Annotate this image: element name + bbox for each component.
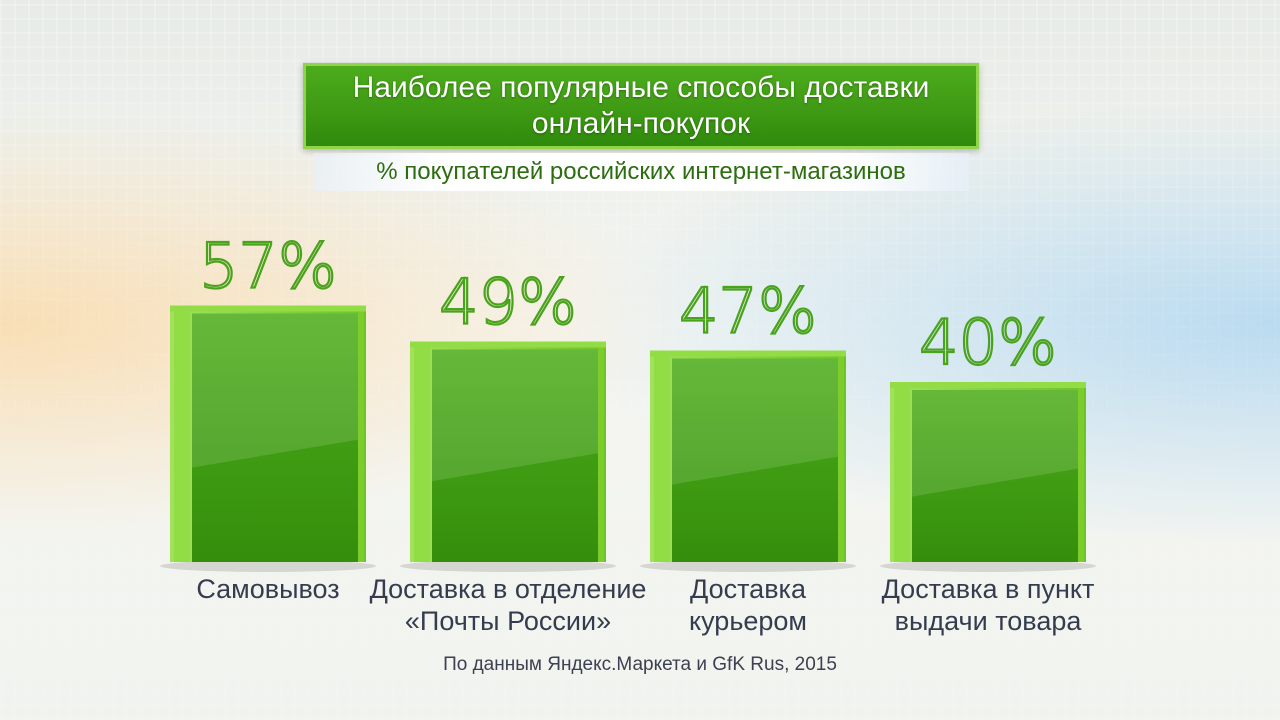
bar-top-rim [170, 305, 366, 312]
chart-subtitle-banner: % покупателей российских интернет-магази… [313, 153, 969, 191]
category-label-line: Доставка [690, 574, 807, 604]
bar-shadow [400, 560, 616, 572]
bar-right-edge [358, 309, 364, 562]
bar-top-rim [890, 382, 1086, 388]
bar-value-label: 49% [439, 266, 577, 339]
bar-group: 57% Самовывоз [160, 228, 376, 604]
bar-left-edge [894, 386, 910, 562]
category-label: Доставка в отделение «Почты России» [370, 574, 647, 636]
bar-gloss [192, 313, 358, 468]
bar-group: 49% Доставка в отделение «Почты России» [370, 264, 647, 636]
bar-value-label: 47% [679, 275, 817, 348]
category-label-line: курьером [689, 606, 807, 636]
bar-shadow [160, 560, 376, 572]
bar-group: 47% Доставка курьером [640, 273, 856, 636]
bar-top-rim [410, 341, 606, 348]
bar-left-edge [174, 309, 190, 562]
bar-left-edge [654, 354, 670, 562]
source-note: По данным Яндекс.Маркета и GfK Rus, 2015 [443, 654, 837, 675]
bar-value-label: 57% [199, 230, 337, 303]
category-label: Доставка в пункт выдачи товара [882, 574, 1095, 636]
bar [192, 313, 358, 562]
bar-gloss [432, 349, 598, 482]
category-label-line: Доставка в отделение [370, 574, 647, 604]
bar-shadow [880, 560, 1096, 572]
bar-gloss [672, 358, 838, 485]
category-label-line: Самовывоз [196, 574, 339, 604]
bar-right-edge [598, 345, 604, 562]
bar [912, 390, 1078, 562]
category-label-line: Доставка в пункт [882, 574, 1095, 604]
chart-title: Наиболее популярные способы доставки онл… [352, 71, 930, 140]
bar-right-edge [838, 354, 844, 562]
bar-gloss [912, 390, 1078, 497]
bar-right-edge [1078, 386, 1084, 562]
category-label: Доставка курьером [689, 574, 807, 636]
bar [672, 358, 838, 562]
category-label-line: выдачи товара [895, 606, 1083, 636]
category-label-line: «Почты России» [405, 606, 611, 636]
bar-value-label: 40% [919, 306, 1057, 379]
bar-top-rim [650, 350, 846, 357]
chart-subtitle: % покупателей российских интернет-магази… [376, 158, 906, 185]
bar-group: 40% Доставка в пункт выдачи товара [880, 305, 1096, 636]
chart-title-banner: Наиболее популярные способы доставки онл… [303, 63, 979, 149]
category-label: Самовывоз [196, 574, 339, 604]
bar [432, 349, 598, 562]
bar-left-edge [414, 345, 430, 562]
bar-shadow [640, 560, 856, 572]
